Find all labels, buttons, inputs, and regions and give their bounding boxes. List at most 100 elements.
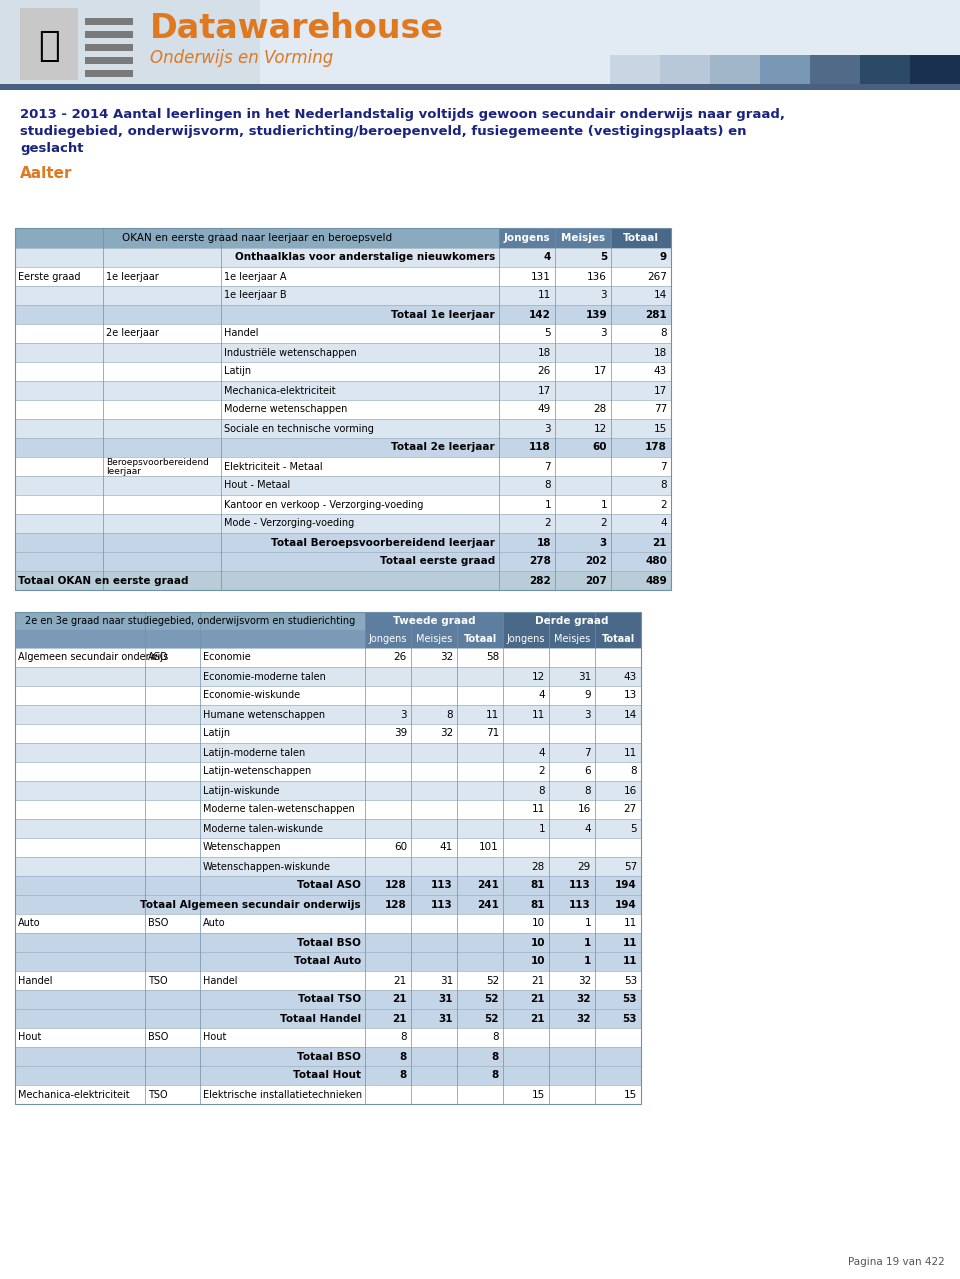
Bar	[610, 55, 660, 88]
Text: 11: 11	[624, 747, 637, 757]
Bar	[15, 420, 671, 437]
Text: 241: 241	[477, 880, 499, 890]
Text: 11: 11	[622, 957, 637, 967]
Text: 5: 5	[600, 252, 607, 262]
Text: Totaal Handel: Totaal Handel	[280, 1013, 361, 1023]
Text: 2: 2	[539, 766, 545, 776]
Text: 9: 9	[660, 252, 667, 262]
Text: Latijn-moderne talen: Latijn-moderne talen	[203, 747, 305, 757]
Text: 113: 113	[431, 899, 453, 909]
Bar	[85, 31, 133, 38]
Text: 101: 101	[479, 843, 499, 853]
Bar	[0, 84, 960, 90]
Bar	[15, 400, 671, 420]
Text: 4: 4	[539, 691, 545, 701]
Text: Hout: Hout	[203, 1032, 227, 1042]
Text: 8: 8	[446, 710, 453, 720]
Text: 10: 10	[532, 918, 545, 929]
Text: Mechanica-elektriciteit: Mechanica-elektriciteit	[18, 1090, 130, 1100]
Text: Handel: Handel	[224, 329, 258, 339]
Text: Onderwijs en Vorming: Onderwijs en Vorming	[150, 49, 333, 67]
Bar	[15, 952, 641, 971]
Text: Totaal 1e leerjaar: Totaal 1e leerjaar	[392, 310, 495, 320]
Bar	[15, 495, 671, 514]
Text: Economie-moderne talen: Economie-moderne talen	[203, 671, 325, 682]
Text: 18: 18	[538, 348, 551, 358]
Text: Jongens: Jongens	[507, 634, 545, 645]
Text: Latijn: Latijn	[203, 729, 230, 738]
Bar	[15, 381, 671, 400]
Text: 43: 43	[624, 671, 637, 682]
Text: 32: 32	[577, 995, 591, 1004]
Text: 489: 489	[645, 576, 667, 586]
Text: Algemeen secundair onderwijs: Algemeen secundair onderwijs	[18, 652, 168, 663]
Text: Tweede graad: Tweede graad	[393, 616, 475, 625]
Text: 14: 14	[624, 710, 637, 720]
Text: 194: 194	[615, 899, 637, 909]
Text: 18: 18	[654, 348, 667, 358]
Bar	[15, 228, 499, 248]
Text: 11: 11	[624, 918, 637, 929]
Text: Auto: Auto	[203, 918, 226, 929]
Text: Elektriciteit - Metaal: Elektriciteit - Metaal	[224, 462, 323, 472]
Text: 178: 178	[645, 443, 667, 453]
Text: Totaal Auto: Totaal Auto	[294, 957, 361, 967]
Text: Jongens: Jongens	[504, 233, 550, 243]
Text: ASO: ASO	[148, 652, 168, 663]
Text: 21: 21	[531, 995, 545, 1004]
Text: 4: 4	[543, 252, 551, 262]
Text: Mode - Verzorging-voeding: Mode - Verzorging-voeding	[224, 518, 354, 528]
Text: 3: 3	[585, 710, 591, 720]
Text: Auto: Auto	[18, 918, 40, 929]
Text: Datawarehouse: Datawarehouse	[150, 12, 444, 45]
Bar	[15, 611, 365, 631]
Bar	[15, 553, 671, 570]
Text: Wetenschappen-wiskunde: Wetenschappen-wiskunde	[203, 862, 331, 871]
Bar	[0, 0, 260, 88]
Bar	[15, 857, 641, 876]
Text: 15: 15	[654, 423, 667, 434]
Text: 52: 52	[485, 995, 499, 1004]
Text: 113: 113	[569, 880, 591, 890]
Text: 32: 32	[440, 652, 453, 663]
Text: 2e en 3e graad naar studiegebied, onderwijsvorm en studierichting: 2e en 3e graad naar studiegebied, onderw…	[25, 616, 355, 625]
Bar	[15, 631, 365, 648]
Text: 32: 32	[440, 729, 453, 738]
Text: Totaal eerste graad: Totaal eerste graad	[380, 556, 495, 567]
Text: 21: 21	[394, 976, 407, 986]
Bar	[710, 55, 760, 88]
Text: TSO: TSO	[148, 1090, 168, 1100]
Bar	[15, 686, 641, 705]
Bar	[15, 838, 641, 857]
Bar	[15, 1009, 641, 1028]
Bar	[15, 533, 671, 553]
Text: 1: 1	[544, 500, 551, 509]
Text: 118: 118	[529, 443, 551, 453]
Bar	[15, 705, 641, 724]
Text: 43: 43	[654, 367, 667, 376]
Text: 10: 10	[531, 957, 545, 967]
Text: 278: 278	[529, 556, 551, 567]
Text: Totaal 2e leerjaar: Totaal 2e leerjaar	[392, 443, 495, 453]
Text: 71: 71	[486, 729, 499, 738]
Text: Aalter: Aalter	[20, 166, 73, 182]
Text: 241: 241	[477, 899, 499, 909]
Text: 9: 9	[585, 691, 591, 701]
Bar	[15, 781, 641, 799]
Text: 1: 1	[585, 918, 591, 929]
Text: 136: 136	[588, 271, 607, 281]
Text: Elektrische installatietechnieken: Elektrische installatietechnieken	[203, 1090, 362, 1100]
Text: 11: 11	[532, 804, 545, 815]
Bar	[15, 248, 671, 267]
Text: 52: 52	[486, 976, 499, 986]
Text: 5: 5	[544, 329, 551, 339]
Text: 81: 81	[531, 899, 545, 909]
Text: 15: 15	[624, 1090, 637, 1100]
Text: Totaal Beroepsvoorbereidend leerjaar: Totaal Beroepsvoorbereidend leerjaar	[271, 537, 495, 547]
Text: 32: 32	[577, 1013, 591, 1023]
Text: Moderne talen-wiskunde: Moderne talen-wiskunde	[203, 824, 323, 834]
Text: 53: 53	[624, 976, 637, 986]
Text: 53: 53	[622, 1013, 637, 1023]
Text: 282: 282	[529, 576, 551, 586]
Bar	[15, 724, 641, 743]
